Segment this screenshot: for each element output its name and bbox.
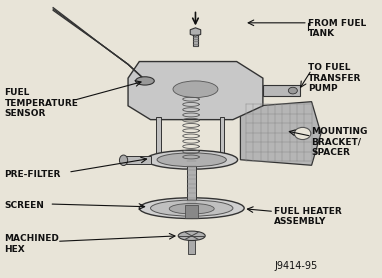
Polygon shape xyxy=(240,102,321,165)
Bar xyxy=(187,160,196,203)
Ellipse shape xyxy=(178,231,205,240)
Text: PRE-FILTER: PRE-FILTER xyxy=(5,170,61,180)
Ellipse shape xyxy=(157,153,227,167)
Bar xyxy=(193,34,198,46)
Polygon shape xyxy=(128,61,263,120)
Text: FUEL
TEMPERATURE
SENSOR: FUEL TEMPERATURE SENSOR xyxy=(5,88,78,118)
Text: TO FUEL
TRANSFER
PUMP: TO FUEL TRANSFER PUMP xyxy=(308,63,361,93)
Ellipse shape xyxy=(139,198,244,219)
Circle shape xyxy=(288,87,297,94)
Text: SCREEN: SCREEN xyxy=(5,201,44,210)
Text: MOUNTING
BRACKET/
SPACER: MOUNTING BRACKET/ SPACER xyxy=(312,127,368,157)
Ellipse shape xyxy=(120,155,128,166)
Text: FROM FUEL
TANK: FROM FUEL TANK xyxy=(308,19,366,38)
Text: FUEL HEATER
ASSEMBLY: FUEL HEATER ASSEMBLY xyxy=(274,207,342,226)
Text: MACHINED
HEX: MACHINED HEX xyxy=(5,234,59,254)
Bar xyxy=(188,235,195,254)
Ellipse shape xyxy=(151,200,233,216)
Polygon shape xyxy=(190,28,201,36)
Ellipse shape xyxy=(173,81,218,98)
Ellipse shape xyxy=(146,150,238,169)
Ellipse shape xyxy=(169,203,214,214)
Bar xyxy=(123,156,151,165)
Ellipse shape xyxy=(136,77,154,85)
Polygon shape xyxy=(263,85,300,96)
Text: J9414-95: J9414-95 xyxy=(274,261,317,271)
Bar xyxy=(220,117,224,160)
Circle shape xyxy=(295,127,311,140)
Bar xyxy=(185,205,198,218)
Bar xyxy=(156,117,161,160)
